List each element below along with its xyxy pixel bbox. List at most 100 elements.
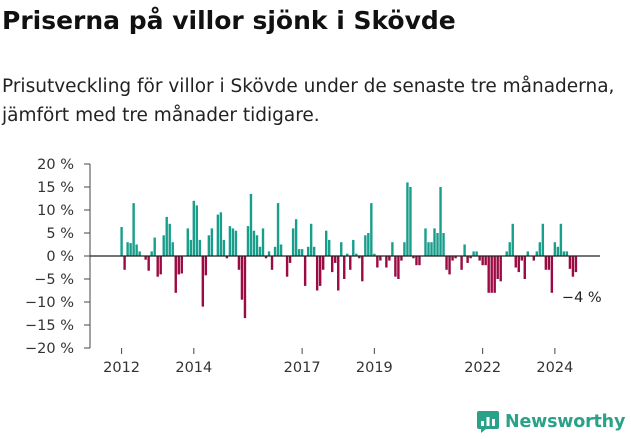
bar xyxy=(511,223,514,256)
bar xyxy=(328,239,331,256)
newsworthy-logo-icon xyxy=(477,411,499,433)
bar xyxy=(439,187,442,256)
bar xyxy=(541,223,545,256)
bar xyxy=(346,253,349,256)
bar xyxy=(454,256,457,259)
bar xyxy=(412,256,415,259)
bar xyxy=(379,256,382,261)
bar xyxy=(568,256,572,269)
bar xyxy=(358,256,361,259)
bar xyxy=(222,239,226,256)
bar xyxy=(550,256,554,293)
bar xyxy=(132,203,135,256)
x-tick-label: 2022 xyxy=(464,360,501,376)
bar xyxy=(430,242,433,256)
bar xyxy=(162,235,165,256)
bars-group xyxy=(120,182,578,319)
bar xyxy=(574,256,578,273)
bar xyxy=(451,256,454,261)
chart-title: Priserna på villor sjönk i Skövde xyxy=(2,6,456,35)
bar xyxy=(418,256,421,266)
bar xyxy=(252,230,256,256)
y-tick-label: 0 % xyxy=(46,249,74,265)
bar xyxy=(463,244,466,256)
bar xyxy=(547,256,551,270)
bar xyxy=(255,235,259,256)
bar xyxy=(246,226,250,256)
bar xyxy=(234,230,238,256)
bar xyxy=(361,256,364,282)
bar xyxy=(303,256,307,286)
bar-chart: 20 % 15 % 10 % 5 % 0 % −5 % −10 % −15 % −20 % 201… xyxy=(25,157,602,376)
x-tick-label: 2019 xyxy=(356,360,393,376)
bar xyxy=(538,242,542,256)
bar xyxy=(249,193,253,256)
y-tick-label: −10 % xyxy=(25,295,74,311)
bar xyxy=(553,242,557,256)
bar xyxy=(231,228,235,256)
bar xyxy=(526,251,529,256)
bar xyxy=(400,256,403,261)
bar xyxy=(505,251,508,256)
bar xyxy=(156,256,159,277)
bar xyxy=(442,233,445,256)
bar xyxy=(508,242,511,256)
y-tick-label: −15 % xyxy=(25,318,74,334)
bar xyxy=(306,246,310,256)
bar xyxy=(337,256,340,291)
bar xyxy=(475,251,478,256)
bar xyxy=(571,256,575,277)
bar xyxy=(481,256,484,266)
bar xyxy=(300,249,304,256)
y-tick-label: −5 % xyxy=(34,272,74,288)
bar xyxy=(138,251,141,256)
bar xyxy=(165,216,168,256)
x-tick-label: 2024 xyxy=(536,360,573,376)
bar xyxy=(126,242,129,256)
bar xyxy=(343,256,346,279)
y-tick-label: 15 % xyxy=(37,180,74,196)
bar xyxy=(186,228,189,256)
bar xyxy=(349,256,352,270)
bar xyxy=(192,200,196,256)
bar xyxy=(225,256,229,259)
end-value-label: −4 % xyxy=(562,290,602,306)
bar xyxy=(150,251,153,256)
bar xyxy=(514,256,517,268)
bar xyxy=(388,256,391,261)
bar xyxy=(364,235,367,256)
bar xyxy=(177,256,180,275)
bar xyxy=(394,256,397,277)
bar xyxy=(532,256,536,261)
bar xyxy=(445,256,448,270)
bar xyxy=(523,256,526,279)
bar xyxy=(520,256,523,261)
bar xyxy=(219,212,223,256)
bar xyxy=(472,251,475,256)
bar xyxy=(267,251,271,256)
bar xyxy=(174,256,177,293)
bar xyxy=(559,223,563,256)
y-tick-label: 5 % xyxy=(46,226,74,242)
bar xyxy=(243,256,247,319)
bar xyxy=(297,249,301,256)
bar xyxy=(171,242,174,256)
bar xyxy=(240,256,244,300)
bar xyxy=(460,256,463,270)
x-tick-label: 2017 xyxy=(284,360,321,376)
bar xyxy=(168,223,171,256)
bar xyxy=(397,256,400,279)
bar xyxy=(391,242,394,256)
bar xyxy=(153,237,156,256)
y-tick-label: −20 % xyxy=(25,341,74,357)
bar xyxy=(331,256,334,273)
bar xyxy=(210,228,214,256)
bar xyxy=(535,251,539,256)
newsworthy-logo[interactable]: Newsworthy xyxy=(476,408,625,436)
bar xyxy=(324,230,328,256)
bar xyxy=(424,228,427,256)
bar xyxy=(427,242,430,256)
bar xyxy=(403,242,406,256)
bar xyxy=(279,244,283,256)
bar xyxy=(123,256,126,270)
